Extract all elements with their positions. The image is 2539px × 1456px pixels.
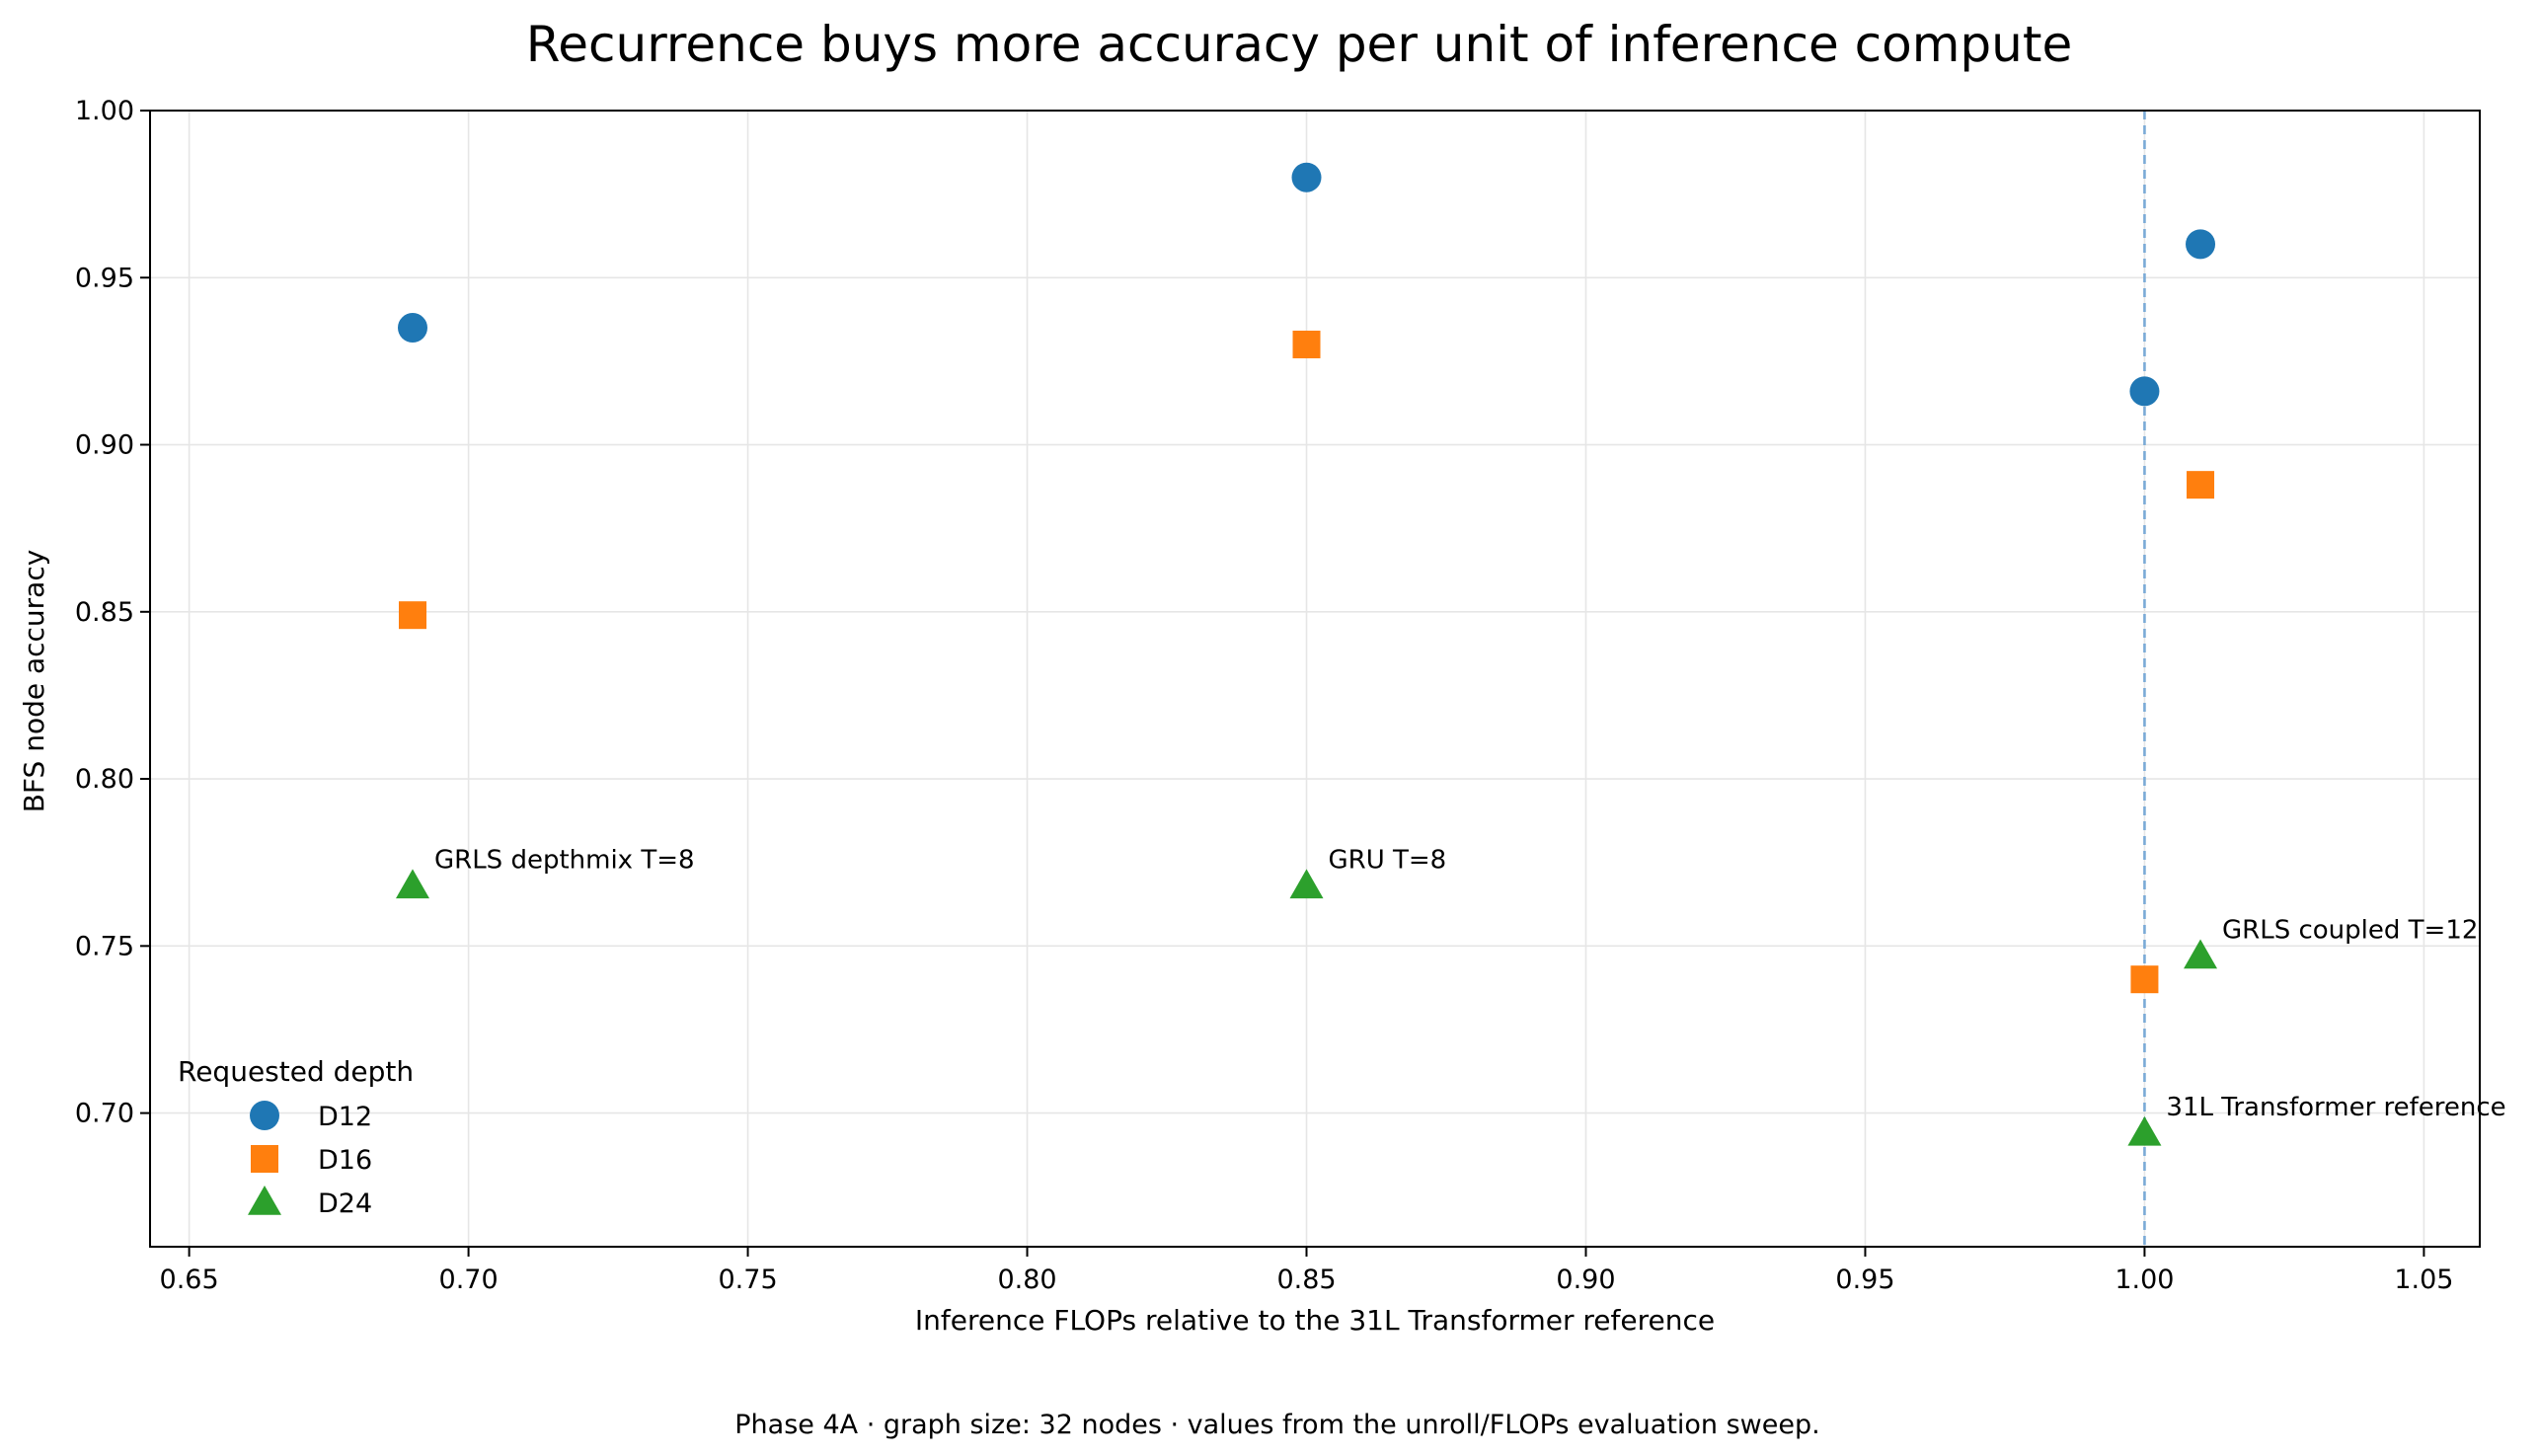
y-tick-label: 1.00 (75, 96, 134, 126)
legend-marker-d16 (251, 1145, 278, 1173)
point-d16 (1292, 330, 1321, 358)
annotation-label: GRLS depthmix T=8 (434, 845, 695, 875)
legend-entry-d24: D24 (318, 1188, 372, 1219)
point-d12 (1291, 162, 1322, 192)
y-tick-label: 0.85 (75, 597, 134, 628)
y-tick-label: 0.80 (75, 764, 134, 795)
data-points (395, 162, 2218, 1146)
point-d12 (2129, 376, 2160, 407)
x-tick-label: 0.95 (1835, 1264, 1894, 1295)
point-annotations: GRLS depthmix T=8 GRU T=8 GRLS coupled T=1… (434, 845, 2506, 1122)
x-tick-label: 0.70 (439, 1264, 499, 1295)
legend-title: Requested depth (178, 1055, 414, 1088)
x-tick-label: 0.85 (1276, 1264, 1336, 1295)
figure-caption: Phase 4A · graph size: 32 nodes · values… (734, 1410, 1819, 1440)
x-tick-label: 1.05 (2394, 1264, 2453, 1295)
y-tick-label: 0.95 (75, 263, 134, 293)
y-axis-label: BFS node accuracy (18, 550, 50, 813)
point-d24 (395, 869, 429, 899)
x-tick-label: 0.75 (719, 1264, 778, 1295)
point-d12 (397, 313, 427, 344)
annotation-label: GRU T=8 (1329, 845, 1447, 875)
point-d16 (398, 601, 426, 630)
x-tick-label: 0.90 (1556, 1264, 1615, 1295)
x-tick-label: 0.65 (160, 1264, 219, 1295)
x-tick-label: 1.00 (2115, 1264, 2174, 1295)
legend-marker-d12 (250, 1101, 279, 1130)
point-d16 (2187, 471, 2215, 499)
grid-lines (150, 110, 2480, 1247)
y-tick-label: 0.75 (75, 931, 134, 961)
legend-entry-d16: D16 (318, 1145, 372, 1176)
y-tick-label: 0.90 (75, 430, 134, 461)
plot-frame (149, 110, 2481, 1248)
x-axis-ticks: 0.65 0.70 0.75 0.80 0.85 0.90 0.95 1.00 1.05 (160, 1247, 2453, 1295)
point-d16 (2130, 965, 2159, 994)
legend-entry-d12: D12 (318, 1102, 372, 1132)
annotation-label: GRLS coupled T=12 (2222, 915, 2478, 945)
legend: Requested depth D12 D16 D24 (178, 1055, 414, 1219)
point-d12 (2186, 229, 2216, 260)
legend-marker-d24 (248, 1186, 281, 1215)
annotation-label: 31L Transformer reference (2166, 1093, 2505, 1122)
chart-title: Recurrence buys more accuracy per unit o… (526, 16, 2072, 73)
y-axis-ticks: 0.70 0.75 0.80 0.85 0.90 0.95 1.00 (75, 96, 150, 1129)
point-d24 (2184, 939, 2218, 969)
point-d24 (1289, 869, 1324, 899)
x-axis-label: Inference FLOPs relative to the 31L Tran… (915, 1304, 1715, 1337)
point-d24 (2127, 1115, 2162, 1146)
x-tick-label: 0.80 (997, 1264, 1056, 1295)
y-tick-label: 0.70 (75, 1099, 134, 1129)
